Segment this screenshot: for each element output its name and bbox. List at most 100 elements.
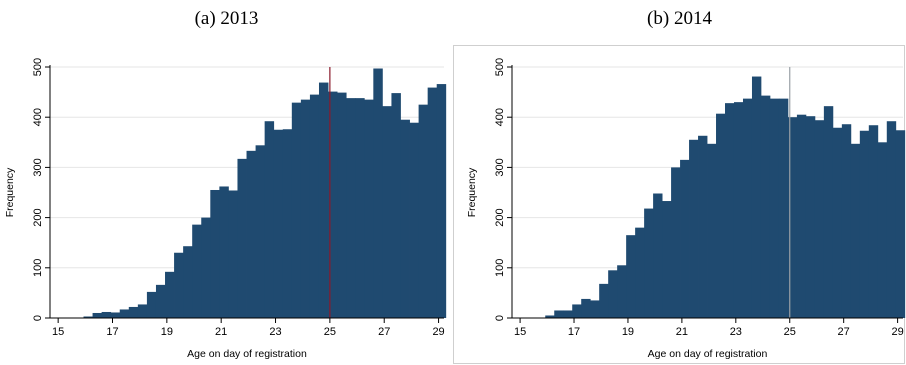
- y-tick-label: 100: [494, 259, 506, 277]
- histogram-bar: [814, 120, 825, 318]
- histogram-bar: [796, 114, 807, 318]
- histogram-bar: [859, 130, 870, 318]
- histogram-bar: [760, 95, 771, 318]
- x-tick-label: 25: [784, 326, 796, 338]
- y-tick-label: 200: [494, 208, 506, 226]
- histogram-bar: [895, 130, 906, 318]
- histogram-bar: [418, 104, 429, 319]
- histogram-bar: [309, 94, 320, 318]
- histogram-bar: [841, 124, 852, 318]
- histogram-bar: [581, 298, 591, 318]
- x-tick-label: 27: [838, 326, 850, 338]
- histogram-bar: [400, 119, 410, 319]
- histogram-bar: [725, 103, 735, 318]
- y-tick-label: 0: [32, 315, 44, 321]
- histogram-bar: [165, 271, 175, 318]
- histogram-bar: [823, 106, 834, 318]
- histogram-bar: [346, 98, 356, 319]
- x-tick-label: 21: [215, 326, 227, 338]
- x-tick-label: 15: [52, 326, 64, 338]
- histogram-bar: [554, 310, 564, 318]
- histogram-bar: [436, 84, 447, 319]
- histogram-bar: [228, 190, 238, 318]
- histogram-bar: [427, 87, 438, 318]
- histogram-bar: [644, 208, 654, 318]
- histogram-bar: [707, 143, 717, 318]
- x-tick-label: 19: [161, 326, 173, 338]
- x-tick-label: 21: [676, 326, 688, 338]
- histogram-bar: [769, 98, 780, 318]
- histogram-bar: [599, 283, 609, 318]
- histogram-bar: [146, 291, 157, 318]
- chart-subtitle: (a) 2013: [194, 8, 259, 29]
- histogram-bar: [92, 312, 103, 318]
- x-tick-label: 19: [622, 326, 634, 338]
- x-axis-title: Age on day of registration: [187, 348, 307, 360]
- histogram-bar: [698, 135, 708, 318]
- histogram-bar: [237, 158, 247, 318]
- histogram-bar: [110, 312, 121, 318]
- y-tick-label: 0: [494, 315, 506, 321]
- x-tick-label: 17: [106, 326, 118, 338]
- histogram-bar: [850, 143, 861, 318]
- histogram-bar: [805, 116, 816, 318]
- histogram-bar: [264, 121, 275, 318]
- histogram-bar: [832, 127, 843, 318]
- histogram-bar: [382, 106, 392, 318]
- histogram-bar: [742, 98, 753, 318]
- histogram-bar: [128, 306, 139, 318]
- histogram-bar: [689, 139, 699, 318]
- histogram-bar: [787, 117, 798, 318]
- y-axis-title: Frequency: [4, 167, 16, 217]
- histogram-bar: [155, 284, 166, 318]
- histogram-bar: [563, 310, 573, 318]
- histogram-bar: [300, 99, 311, 318]
- histogram-bar: [201, 217, 211, 318]
- histogram-bar: [617, 265, 627, 318]
- chart-panel-2013: (a) 2013 0 100 200 300 400 500 15 17 19 21 23 25 27 2…: [4, 8, 447, 360]
- histogram-bar: [716, 113, 726, 318]
- histogram-2013: 0 100 200 300 400 500 15 17 19 21 23 25 27 29 Age on d…: [4, 58, 447, 360]
- y-tick-label: 300: [494, 158, 506, 176]
- histogram-bar: [119, 309, 130, 318]
- histogram-bar: [282, 129, 293, 318]
- histogram-bar: [373, 68, 383, 318]
- y-tick-label: 400: [494, 108, 506, 126]
- histogram-bar: [635, 227, 645, 318]
- y-tick-label: 500: [494, 58, 506, 76]
- histogram-bar: [219, 186, 229, 318]
- histogram-bar: [662, 201, 672, 318]
- histogram-bar: [680, 159, 690, 318]
- histogram-bar: [590, 300, 600, 318]
- histogram-bar: [192, 224, 202, 318]
- chart-subtitle: (b) 2014: [647, 8, 712, 29]
- histogram-bar: [255, 145, 266, 318]
- histogram-bar: [409, 122, 420, 318]
- histogram-bar: [778, 98, 789, 318]
- histogram-bar: [137, 304, 148, 318]
- x-tick-label: 23: [730, 326, 742, 338]
- x-axis-title: Age on day of registration: [648, 348, 768, 360]
- y-axis-title: Frequency: [466, 167, 478, 217]
- y-tick-label: 500: [32, 58, 44, 76]
- histogram-bar: [653, 193, 663, 318]
- histogram-bar: [391, 93, 401, 318]
- y-tick-label: 100: [32, 259, 44, 277]
- histogram-bar: [364, 99, 374, 318]
- histogram-bar: [273, 129, 284, 318]
- histogram-bar: [572, 304, 582, 318]
- x-tick-label: 25: [324, 326, 336, 338]
- histogram-bar: [174, 252, 184, 318]
- x-tick-label: 15: [514, 326, 526, 338]
- histogram-bar: [877, 142, 888, 318]
- histogram-bar: [210, 189, 220, 318]
- chart-panel-2014: (b) 2014 0 100 200 300 400 500 15 17 19 21 23 25 27 2…: [453, 0, 906, 365]
- histogram-bar: [608, 270, 618, 318]
- histogram-bar: [101, 311, 112, 318]
- histogram-bar: [868, 125, 879, 319]
- histogram-bar: [246, 150, 256, 318]
- histogram-bar: [671, 167, 681, 318]
- histogram-bar: [886, 121, 897, 318]
- histogram-bar: [183, 246, 193, 318]
- x-tick-label: 29: [432, 326, 444, 338]
